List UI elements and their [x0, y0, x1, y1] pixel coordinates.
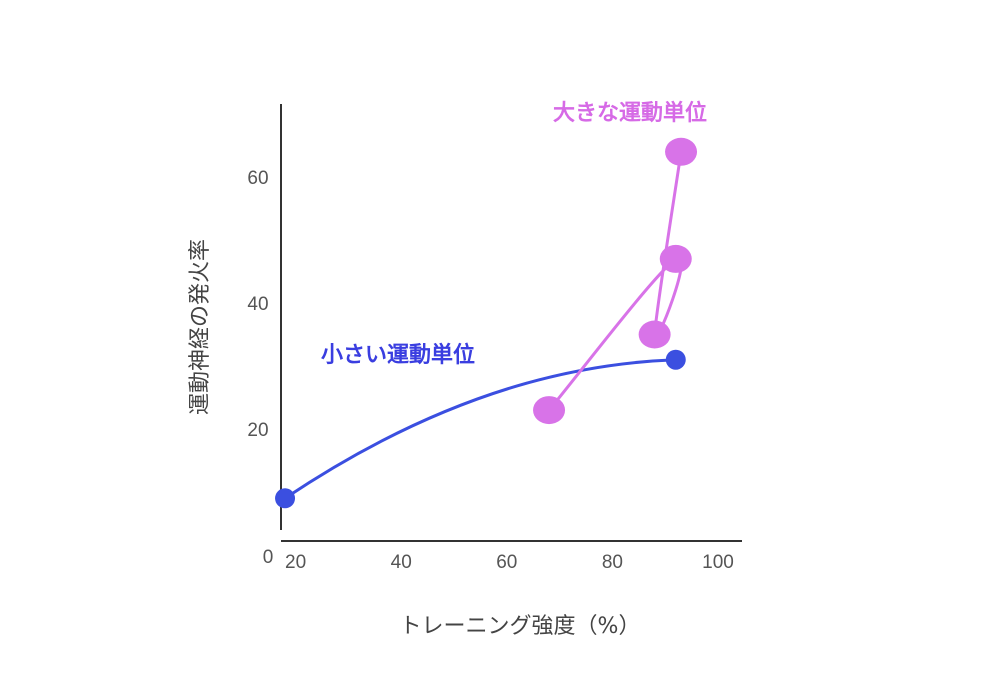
- x-tick-labels: 20 40 60 80 100: [285, 552, 734, 573]
- x-tick-label: 40: [391, 552, 412, 573]
- y-tick-label: 40: [247, 294, 268, 315]
- data-point: [659, 244, 692, 273]
- x-tick-label: 60: [496, 552, 517, 573]
- y-tick-label: 20: [247, 420, 268, 441]
- x-tick-label: 20: [285, 552, 306, 573]
- data-point: [638, 320, 671, 349]
- data-point: [665, 349, 686, 370]
- data-point: [275, 488, 296, 509]
- series-line: [283, 358, 678, 500]
- x-axis-title: トレーニング強度（%）: [400, 614, 641, 639]
- series-layer: [275, 137, 698, 509]
- x-tick-label: 100: [702, 552, 734, 573]
- series-label-small-units: 小さい運動単位: [321, 342, 475, 368]
- series-label-large-units: 大きな運動単位: [553, 100, 707, 126]
- data-point: [665, 137, 698, 166]
- y-tick-labels: 20 40 60: [247, 168, 268, 441]
- data-point: [533, 396, 566, 425]
- y-axis-title: 運動神経の発火率: [188, 239, 213, 415]
- y-tick-label: 60: [247, 168, 268, 189]
- x-tick-label: 80: [602, 552, 623, 573]
- origin-tick-label: 0: [263, 547, 274, 568]
